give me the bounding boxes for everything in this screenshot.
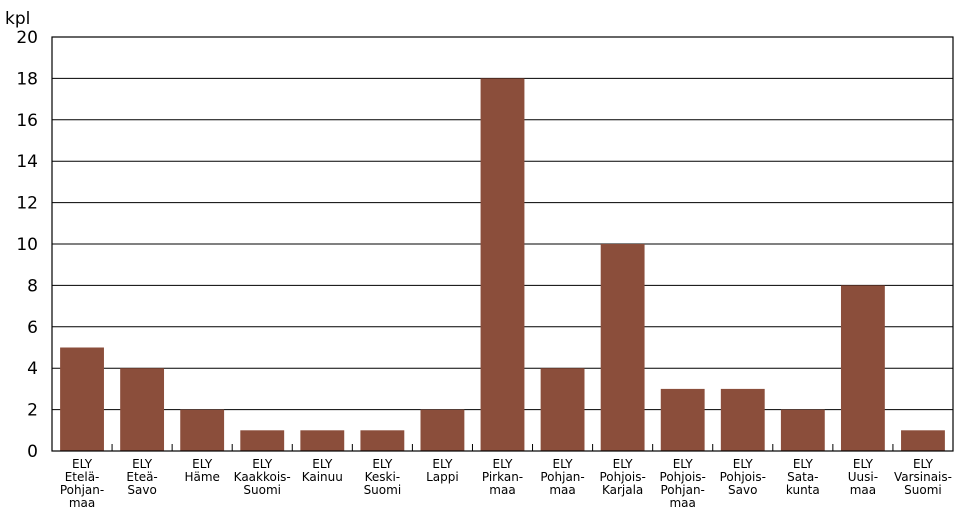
x-tick-label: ELY Uusi-maa [848,457,878,497]
bar [120,368,165,451]
plot-frame [51,36,954,452]
bar [720,388,765,451]
bar [840,285,885,451]
bar [60,347,104,451]
y-tick-label: 16 [16,111,38,131]
y-tick-label: 8 [27,276,38,296]
y-tick-label: 18 [16,69,38,89]
x-tick-labels: ELY Etelä-Pohjan-maa ELY Eteä-Savo ELY Häme EL… [60,457,952,510]
y-tick-label: 12 [16,194,38,214]
y-tick-label: 2 [27,401,38,421]
y-tick-label: 4 [27,359,38,379]
bar [300,430,345,451]
x-tick-label: ELY Pohjois-Karjala [599,457,645,497]
x-tick-label: ELY Lappi [426,457,459,484]
y-tick-label: 10 [16,235,38,255]
x-tick-label: ELY Sata-kunta [786,457,820,497]
bar [780,409,825,451]
y-tick-label: 0 [27,442,38,462]
x-tick-label: ELY Pohjois-Pohjan-maa [660,457,706,510]
bar [480,78,525,452]
x-tick-label: ELY Pirkan-maa [482,457,523,497]
x-tick-label: ELY Varsinais-Suomi [894,457,952,497]
bar [360,430,405,451]
x-tick-label: ELY Kaakkois-Suomi [234,457,291,497]
x-tick-label: ELY Pohjan-maa [540,457,584,497]
x-tick-label: ELY Pohjois-Savo [720,457,766,497]
bar [600,244,645,451]
y-tick-label: 14 [16,152,38,172]
x-tick-label: ELY Keski-Suomi [364,457,402,497]
x-tick-label: ELY Etelä-Pohjan-maa [60,457,104,510]
y-tick-label: 20 [16,28,38,48]
bar [540,368,585,451]
x-tick-label: ELY Häme [184,457,219,484]
bar [420,409,465,451]
y-tick-labels: 0 2 4 6 8 10 12 14 16 18 20 [16,28,38,462]
x-tick-marks [111,444,894,451]
bar [660,388,705,451]
y-axis-label: kpl [5,9,30,29]
bar [240,430,285,451]
x-tick-label: ELY Eteä-Savo [126,457,157,497]
y-tick-label: 6 [27,318,38,338]
bar [901,430,945,451]
bar [180,409,225,451]
x-tick-label: ELY Kainuu [302,457,343,484]
bars [60,78,945,452]
